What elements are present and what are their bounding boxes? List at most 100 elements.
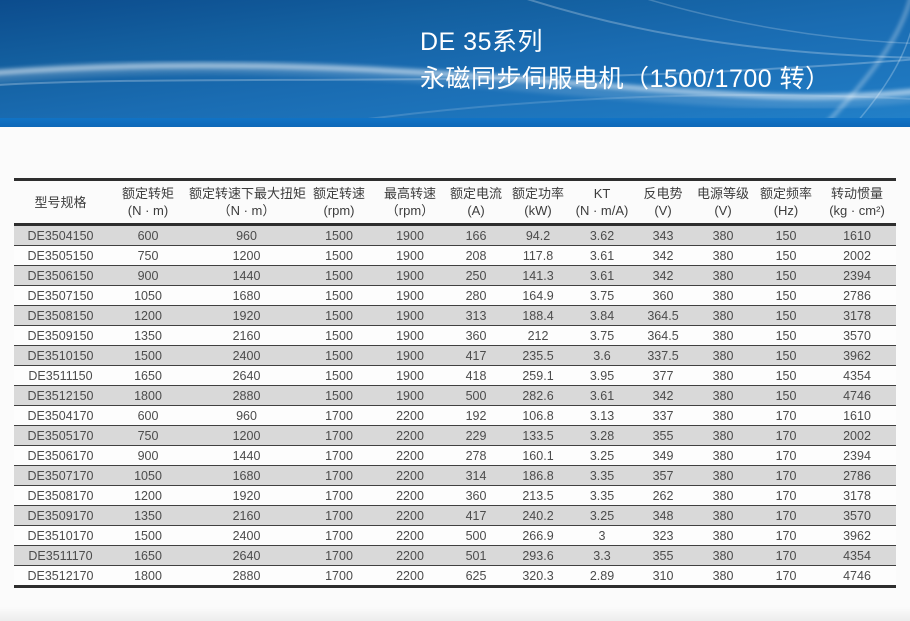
value-cell: 259.1 [506, 365, 570, 386]
value-cell: 282.6 [506, 385, 570, 406]
value-cell: 3.61 [570, 245, 634, 266]
column-header: 电源等级 (V) [692, 178, 754, 226]
value-cell: 170 [754, 525, 818, 546]
value-cell: 1440 [189, 445, 304, 466]
banner-bottom-strip [0, 118, 910, 127]
value-cell: 1200 [107, 305, 189, 326]
value-cell: 342 [634, 265, 692, 286]
value-cell: 150 [754, 224, 818, 246]
value-cell: 280 [446, 285, 506, 306]
value-cell: 1700 [304, 465, 374, 486]
value-cell: 2400 [189, 345, 304, 366]
value-cell: 1500 [304, 245, 374, 266]
value-cell: 278 [446, 445, 506, 466]
value-cell: 625 [446, 565, 506, 588]
column-header: 转动惯量 (kg · cm²) [818, 178, 896, 226]
value-cell: 600 [107, 224, 189, 246]
model-cell: DE3504150 [14, 224, 107, 246]
table-head: 型号规格 额定转矩 (N · m) 额定转速下最大扭矩 （N · m） 额定转速 (rpm)… [14, 178, 896, 226]
page-bottom-shading [0, 607, 910, 621]
column-header: 额定电流 (A) [446, 178, 506, 226]
table-row: DE3509150 1350 2160 1500 1900 360 212 3.75 364.5… [14, 325, 896, 346]
table-row: DE3512170 1800 2880 1700 2200 625 320.3 2.89 310… [14, 565, 896, 588]
value-cell: 3962 [818, 345, 896, 366]
model-cell: DE3505170 [14, 425, 107, 446]
value-cell: 229 [446, 425, 506, 446]
value-cell: 1500 [304, 385, 374, 406]
value-cell: 2640 [189, 545, 304, 566]
value-cell: 313 [446, 305, 506, 326]
value-cell: 1900 [374, 265, 446, 286]
value-cell: 133.5 [506, 425, 570, 446]
value-cell: 170 [754, 465, 818, 486]
value-cell: 337.5 [634, 345, 692, 366]
model-cell: DE3510170 [14, 525, 107, 546]
value-cell: 1500 [304, 265, 374, 286]
model-cell: DE3508150 [14, 305, 107, 326]
table-row: DE3504150 600 960 1500 1900 166 94.2 3.62 343 380… [14, 224, 896, 246]
table-row: DE3511150 1650 2640 1500 1900 418 259.1 3.95 377… [14, 365, 896, 386]
value-cell: 2200 [374, 505, 446, 526]
value-cell: 1900 [374, 325, 446, 346]
value-cell: 2200 [374, 465, 446, 486]
value-cell: 3.35 [570, 465, 634, 486]
column-header: 型号规格 [14, 178, 107, 226]
value-cell: 1700 [304, 425, 374, 446]
value-cell: 355 [634, 425, 692, 446]
value-cell: 3178 [818, 305, 896, 326]
value-cell: 94.2 [506, 224, 570, 246]
value-cell: 377 [634, 365, 692, 386]
value-cell: 2160 [189, 325, 304, 346]
value-cell: 3.35 [570, 485, 634, 506]
model-cell: DE3511170 [14, 545, 107, 566]
value-cell: 240.2 [506, 505, 570, 526]
value-cell: 1500 [107, 525, 189, 546]
value-cell: 2200 [374, 405, 446, 426]
value-cell: 360 [446, 325, 506, 346]
value-cell: 262 [634, 485, 692, 506]
value-cell: 235.5 [506, 345, 570, 366]
value-cell: 1700 [304, 525, 374, 546]
value-cell: 2200 [374, 565, 446, 588]
value-cell: 2394 [818, 445, 896, 466]
value-cell: 3.28 [570, 425, 634, 446]
value-cell: 150 [754, 305, 818, 326]
value-cell: 355 [634, 545, 692, 566]
value-cell: 150 [754, 345, 818, 366]
column-header: 额定转速 (rpm) [304, 178, 374, 226]
value-cell: 150 [754, 365, 818, 386]
value-cell: 4746 [818, 385, 896, 406]
value-cell: 1900 [374, 365, 446, 386]
value-cell: 2200 [374, 445, 446, 466]
value-cell: 1900 [374, 245, 446, 266]
series-title: DE 35系列 [420, 28, 543, 56]
value-cell: 1050 [107, 285, 189, 306]
value-cell: 364.5 [634, 325, 692, 346]
value-cell: 106.8 [506, 405, 570, 426]
value-cell: 2394 [818, 265, 896, 286]
value-cell: 150 [754, 285, 818, 306]
model-cell: DE3509170 [14, 505, 107, 526]
value-cell: 2640 [189, 365, 304, 386]
value-cell: 1800 [107, 565, 189, 588]
header-row: 型号规格 额定转矩 (N · m) 额定转速下最大扭矩 （N · m） 额定转速 (rpm)… [14, 178, 896, 226]
value-cell: 2400 [189, 525, 304, 546]
value-cell: 2786 [818, 285, 896, 306]
value-cell: 1650 [107, 365, 189, 386]
value-cell: 960 [189, 405, 304, 426]
value-cell: 2880 [189, 565, 304, 588]
value-cell: 170 [754, 425, 818, 446]
value-cell: 208 [446, 245, 506, 266]
table-row: DE3507150 1050 1680 1500 1900 280 164.9 3.75 360… [14, 285, 896, 306]
value-cell: 293.6 [506, 545, 570, 566]
value-cell: 380 [692, 365, 754, 386]
value-cell: 600 [107, 405, 189, 426]
value-cell: 3.84 [570, 305, 634, 326]
model-cell: DE3506150 [14, 265, 107, 286]
value-cell: 360 [634, 285, 692, 306]
value-cell: 380 [692, 525, 754, 546]
banner-background: DE 35系列 永磁同步伺服电机（1500/1700 转） [0, 0, 910, 118]
value-cell: 4354 [818, 545, 896, 566]
table-row: DE3509170 1350 2160 1700 2200 417 240.2 3.25 348… [14, 505, 896, 526]
model-cell: DE3507150 [14, 285, 107, 306]
